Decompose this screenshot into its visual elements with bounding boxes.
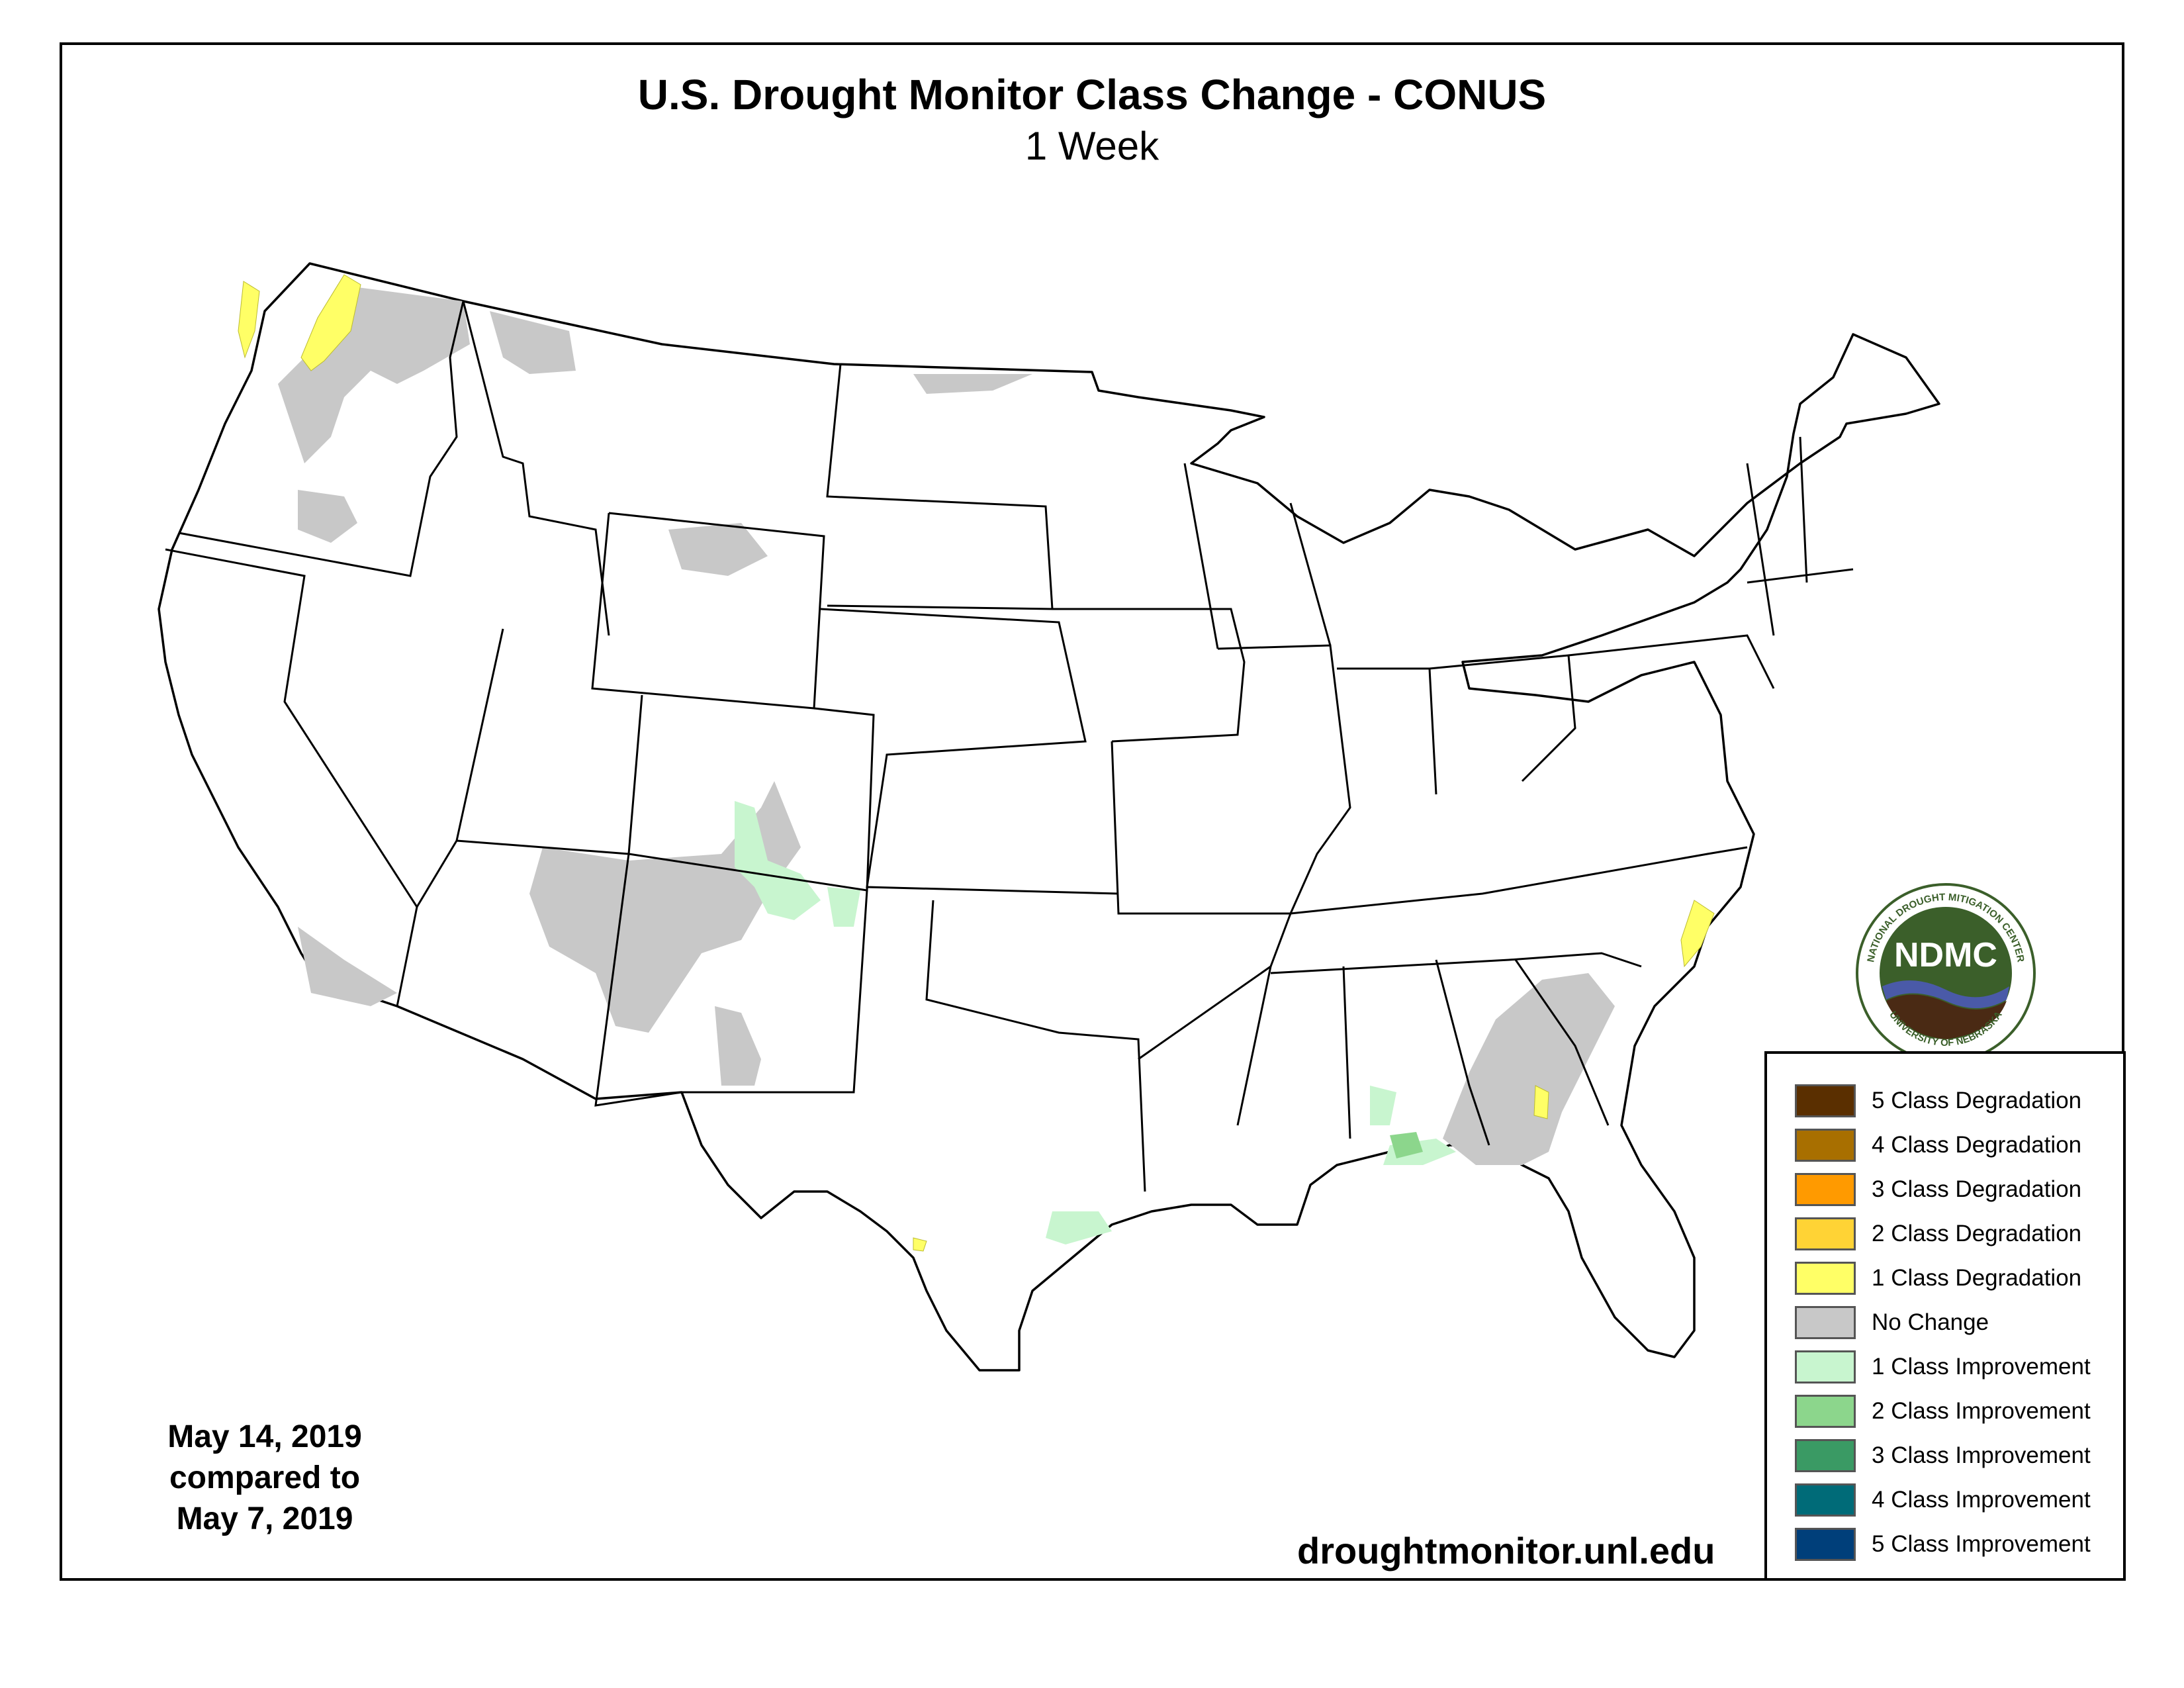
legend-item-4-class-degradation: 4 Class Degradation	[1795, 1127, 2081, 1163]
tn-south-border	[1270, 952, 1642, 974]
ne-ks-ok-border	[820, 608, 1119, 895]
legend-label: 2 Class Degradation	[1872, 1221, 2082, 1246]
improvement-area-fl-2class	[1390, 1132, 1423, 1158]
logo-soil-icon	[1886, 994, 2007, 1039]
legend: 5 Class Degradation 4 Class Degradation …	[1764, 1051, 2126, 1581]
legend-item-5-class-degradation: 5 Class Degradation	[1795, 1083, 2081, 1119]
legend-label: 5 Class Improvement	[1872, 1531, 2091, 1557]
mn-ia-border	[1052, 608, 1246, 743]
ny-new-england-border	[1746, 436, 1854, 636]
map-frame	[60, 42, 2124, 1581]
logo-water-icon	[1882, 980, 2009, 1009]
legend-label: 1 Class Improvement	[1872, 1354, 2091, 1380]
no-change-area-nm-south	[715, 1006, 761, 1086]
legend-item-2-class-improvement: 2 Class Improvement	[1795, 1393, 2091, 1429]
degradation-area-wa-cascades	[300, 274, 361, 371]
legend-label: 4 Class Improvement	[1872, 1487, 2091, 1513]
or-ca-nv-border	[165, 548, 418, 1007]
ga-sc-border	[1514, 959, 1610, 1126]
no-change-area-ga	[1443, 973, 1615, 1165]
legend-item-2-class-degradation: 2 Class Degradation	[1795, 1216, 2081, 1252]
oh-pa-border	[1429, 654, 1576, 782]
state-boundaries	[165, 301, 1854, 1192]
legend-item-3-class-degradation: 3 Class Degradation	[1795, 1172, 2081, 1207]
mt-dakota-border	[826, 363, 1054, 610]
ky-tn-border	[1290, 846, 1748, 915]
no-change-area-nd	[913, 374, 1032, 394]
legend-item-no-change: No Change	[1795, 1305, 1989, 1340]
no-change-area-nm	[529, 781, 801, 1033]
source-url[interactable]: droughtmonitor.unl.edu	[1297, 1530, 1715, 1571]
legend-item-3-class-improvement: 3 Class Improvement	[1795, 1438, 2091, 1474]
legend-label: 3 Class Improvement	[1872, 1442, 2091, 1468]
degradation-areas	[238, 274, 1715, 1252]
il-in-oh-border	[1217, 644, 1351, 914]
legend-label: 2 Class Improvement	[1872, 1398, 2091, 1424]
legend-swatch	[1795, 1439, 1856, 1472]
map-subtitle: 1 Week	[1024, 124, 1160, 168]
legend-label: 5 Class Degradation	[1872, 1088, 2082, 1113]
map-title: U.S. Drought Monitor Class Change - CONU…	[637, 71, 1547, 118]
improvement-area-al	[1370, 1086, 1396, 1125]
no-change-area-wy	[668, 523, 768, 576]
legend-item-1-class-degradation: 1 Class Degradation	[1795, 1260, 2081, 1296]
legend-item-4-class-improvement: 4 Class Improvement	[1795, 1482, 2091, 1518]
comparison-dates: May 14, 2019 compared to May 7, 2019	[119, 1417, 410, 1540]
no-change-area-wa-east	[490, 311, 576, 374]
legend-item-1-class-improvement: 1 Class Improvement	[1795, 1349, 2091, 1385]
improvement-area-tx	[1046, 1211, 1112, 1244]
legend-swatch	[1795, 1306, 1856, 1339]
degradation-area-wa-coast	[238, 281, 260, 359]
degradation-area-ga	[1533, 1085, 1549, 1119]
ok-tx-border	[925, 900, 1146, 1192]
legend-swatch	[1795, 1350, 1856, 1383]
compared-to-text: compared to	[169, 1460, 361, 1495]
no-change-area-or	[298, 490, 357, 543]
id-mt-border	[462, 301, 610, 636]
legend-swatch	[1795, 1217, 1856, 1250]
logo-abbrev: NDMC	[1894, 936, 1997, 974]
legend-label: No Change	[1872, 1309, 1989, 1335]
legend-label: 3 Class Degradation	[1872, 1176, 2082, 1202]
us-outline	[158, 262, 1940, 1372]
previous-date: May 7, 2019	[176, 1501, 353, 1536]
improvement-area-nm-north	[827, 887, 860, 927]
improvement-area-co	[735, 801, 821, 920]
degradation-area-tx	[913, 1237, 927, 1252]
legend-item-5-class-improvement: 5 Class Improvement	[1795, 1526, 2091, 1562]
wi-mi-border	[1183, 463, 1332, 649]
no-change-area-ca	[298, 927, 397, 1006]
legend-swatch	[1795, 1262, 1856, 1295]
legend-swatch	[1795, 1395, 1856, 1428]
legend-label: 1 Class Degradation	[1872, 1265, 2082, 1291]
legend-swatch	[1795, 1129, 1856, 1162]
ndmc-logo: NDMC NATIONAL DROUGHT MITIGATION CENTER …	[1856, 883, 2036, 1063]
legend-swatch	[1795, 1483, 1856, 1517]
improvement-areas-strong	[1390, 1132, 1423, 1158]
degradation-area-nc	[1680, 900, 1715, 968]
ms-al-ga-border	[1236, 959, 1490, 1146]
legend-swatch	[1795, 1528, 1856, 1561]
legend-label: 4 Class Degradation	[1872, 1132, 2082, 1158]
az-nm-border	[456, 839, 682, 1107]
ny-pa-border	[1568, 634, 1775, 689]
nm-tx-border	[682, 890, 868, 1094]
current-date: May 14, 2019	[167, 1419, 362, 1454]
wa-or-border	[178, 301, 465, 577]
legend-swatch	[1795, 1173, 1856, 1206]
legend-swatch	[1795, 1084, 1856, 1117]
